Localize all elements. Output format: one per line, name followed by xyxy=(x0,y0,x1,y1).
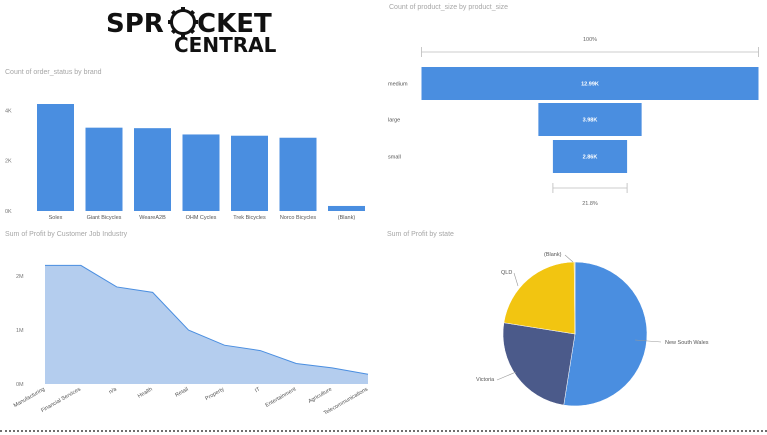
y-tick-label: 2K xyxy=(5,159,12,165)
pie-slice[interactable] xyxy=(573,261,576,335)
bar[interactable] xyxy=(328,205,365,211)
x-tick-label: WeareA2B xyxy=(139,215,166,221)
x-tick-label: Trek Bicycles xyxy=(233,215,266,221)
x-tick-label: Solex xyxy=(49,215,63,221)
x-tick-label: OHM Cycles xyxy=(186,215,217,221)
x-tick-label: Health xyxy=(137,387,154,400)
logo-text-left: SPR xyxy=(106,9,164,39)
funnel-category-label: large xyxy=(388,118,400,124)
pie-label: (Blank) xyxy=(544,252,562,258)
x-tick-label: IT xyxy=(254,386,262,394)
funnel-bar[interactable] xyxy=(552,140,628,173)
x-tick-label: (Blank) xyxy=(338,215,356,221)
y-tick-label: 1M xyxy=(16,328,24,334)
pie-label: New South Wales xyxy=(665,340,709,346)
product-size-title: Count of product_size by product_size xyxy=(389,4,509,11)
x-tick-label: Retail xyxy=(174,387,189,399)
page-bottom-border xyxy=(0,430,767,432)
y-tick-label: 0K xyxy=(5,209,12,215)
bar[interactable] xyxy=(231,135,268,211)
profit-industry-title: Sum of Profit by Customer Job Industry xyxy=(5,231,128,238)
profit-state-title: Sum of Profit by state xyxy=(387,231,454,238)
order-status-title: Count of order_status by brand xyxy=(5,69,102,76)
bar[interactable] xyxy=(279,137,317,211)
pie-label: QLD xyxy=(501,270,512,276)
funnel-category-label: medium xyxy=(388,82,408,88)
bar[interactable] xyxy=(182,134,220,211)
funnel-data-label: 2.86K xyxy=(583,155,598,161)
pie-leader-line xyxy=(634,339,662,343)
pie-leader-line xyxy=(513,272,519,287)
logo-text-central: CENTRAL xyxy=(174,33,277,56)
funnel-data-label: 12.99K xyxy=(581,82,599,88)
x-tick-label: n/a xyxy=(108,386,118,395)
x-tick-label: Norco Bicycles xyxy=(280,215,317,221)
x-tick-label: Manufacturing xyxy=(13,387,46,410)
funnel-bar[interactable] xyxy=(538,103,642,136)
pie-leader-line xyxy=(496,371,517,381)
area-line xyxy=(45,264,369,375)
bar[interactable] xyxy=(85,127,123,211)
bar[interactable] xyxy=(134,128,171,211)
x-tick-label: Agriculture xyxy=(307,387,333,405)
pie-leader-line xyxy=(564,254,574,263)
x-tick-label: Giant Bicycles xyxy=(87,215,122,221)
sprocket-gear-icon xyxy=(168,7,198,37)
logo-text-right: CKET xyxy=(197,9,272,39)
x-tick-label: Financial Services xyxy=(40,386,82,414)
x-tick-label: Entertainment xyxy=(265,386,298,409)
sprocket-central-logo: SPR CKET CENTRAL xyxy=(106,7,277,56)
top-percent-label: 100% xyxy=(583,37,597,43)
order-status-bar-chart[interactable]: 0K 2K 4K Solex Giant Bicycles WeareA2B OHM Cyc… xyxy=(0,78,380,226)
y-tick-label: 0M xyxy=(16,382,24,388)
bar[interactable] xyxy=(37,104,74,211)
product-size-funnel-chart[interactable]: 100% 12.99K medium 3.98K large 2.86K small 21.8… xyxy=(385,14,765,224)
x-tick-label: Property xyxy=(204,386,225,402)
pie-slice[interactable] xyxy=(502,322,576,406)
pie-slice[interactable] xyxy=(503,261,576,335)
y-tick-label: 2M xyxy=(16,274,24,280)
y-tick-label: 4K xyxy=(5,108,12,114)
bottom-percent-label: 21.8% xyxy=(582,201,598,207)
pie-slice[interactable] xyxy=(563,261,648,407)
area-fill xyxy=(45,265,368,384)
pie-label: Victoria xyxy=(476,377,495,383)
funnel-bar[interactable] xyxy=(421,67,759,100)
funnel-category-label: small xyxy=(388,155,401,161)
profit-state-pie-chart[interactable]: New South Wales Victoria QLD (Blank) xyxy=(385,240,765,425)
funnel-data-label: 3.98K xyxy=(583,118,598,124)
